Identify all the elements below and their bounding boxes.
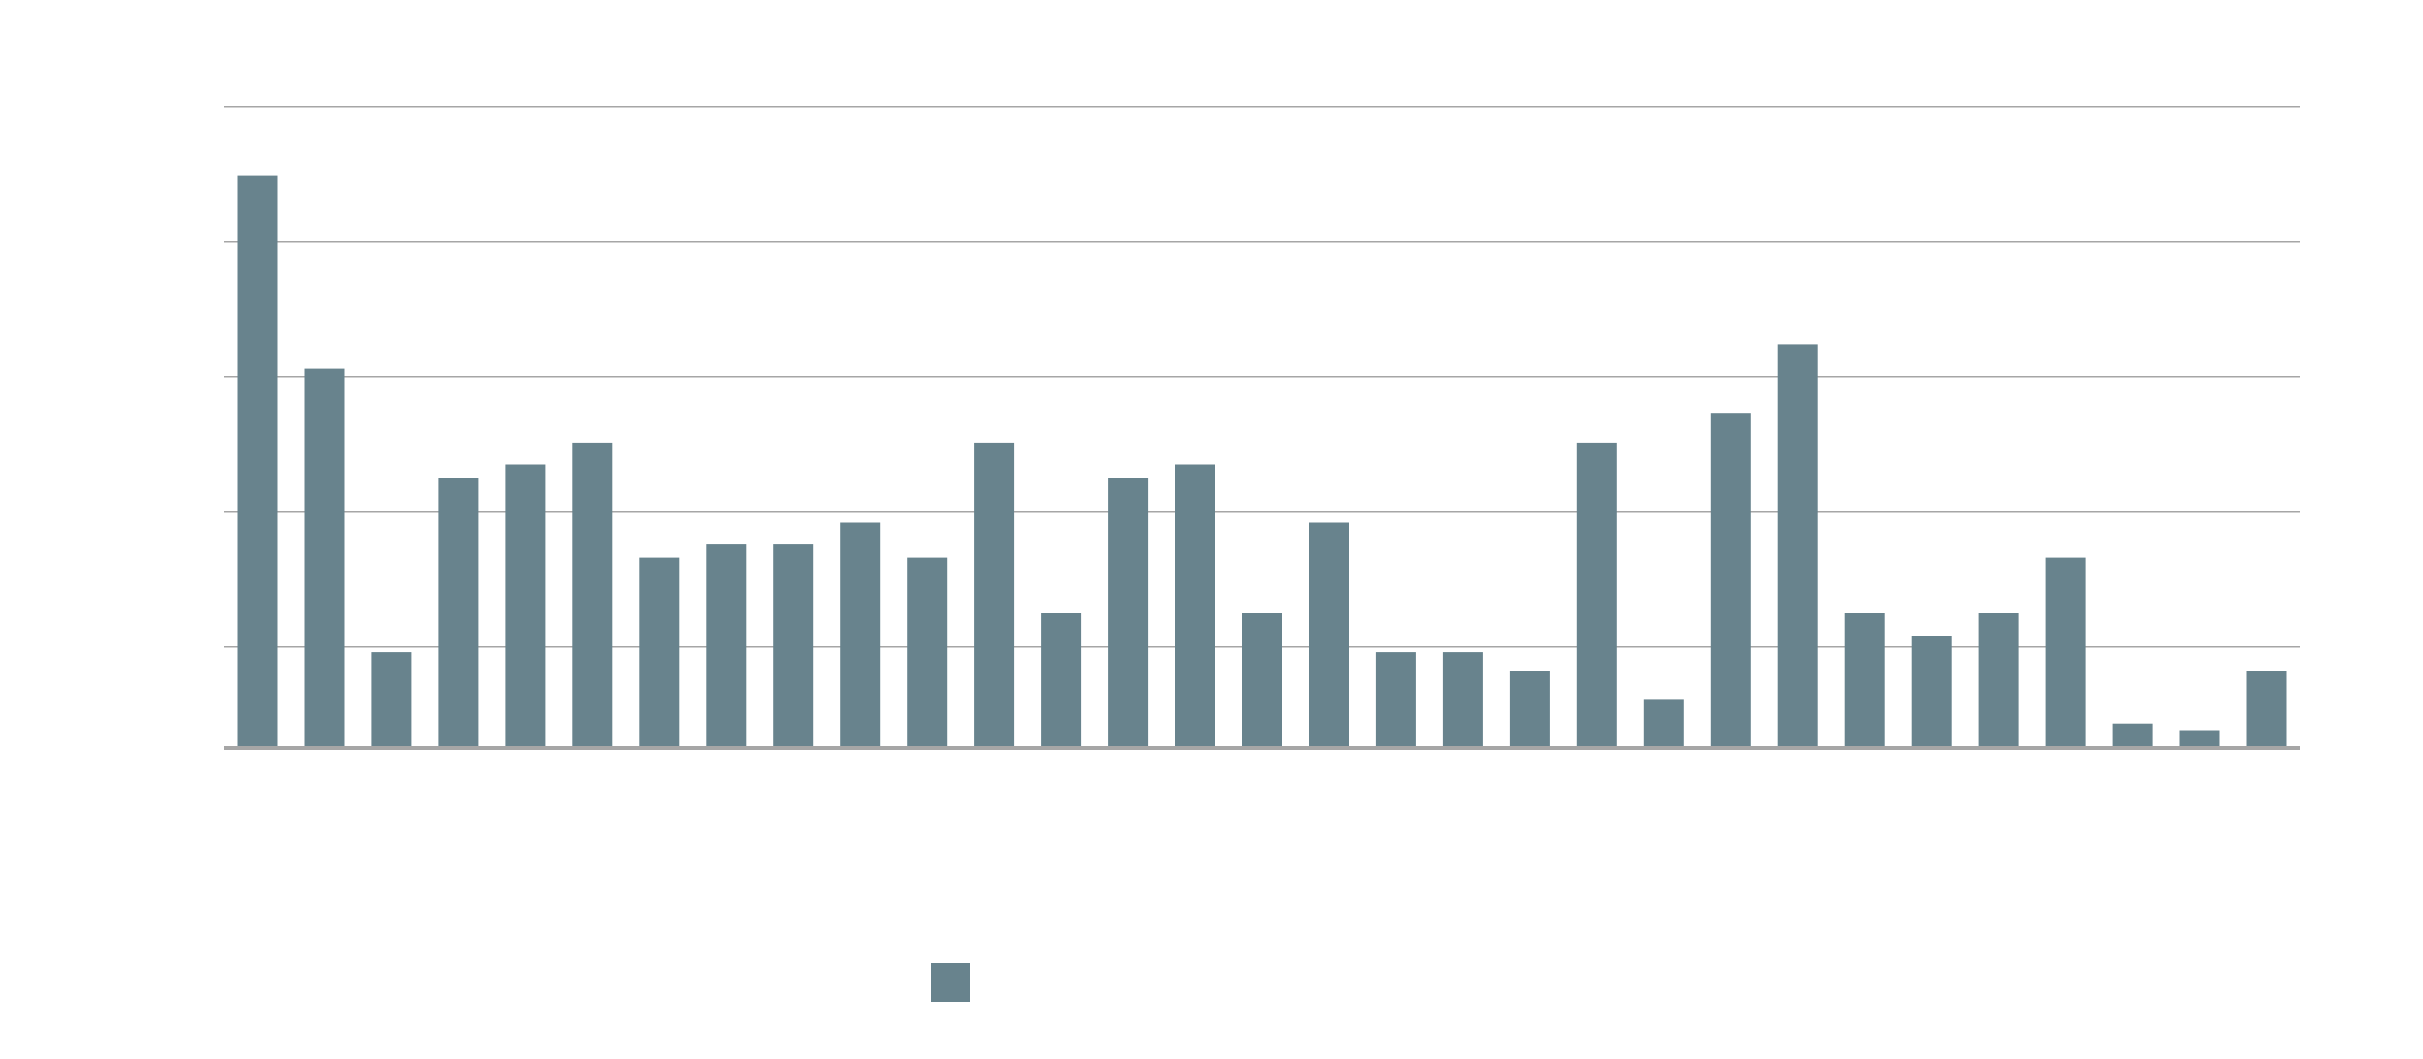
bar-14	[1108, 478, 1149, 748]
bar-1	[237, 175, 278, 749]
bar-11	[907, 557, 948, 748]
bar-16	[1242, 613, 1282, 748]
bar-5	[505, 464, 546, 748]
bar-10	[840, 522, 881, 748]
legend-swatch	[931, 963, 970, 1002]
bar-7	[639, 557, 680, 748]
bar-8	[706, 544, 747, 748]
bar-9	[773, 544, 814, 748]
bar-26	[1911, 636, 1952, 748]
bar-23	[1710, 413, 1751, 748]
bar-24	[1777, 344, 1818, 748]
bar-27	[1978, 613, 2019, 748]
gridlines	[224, 106, 2300, 648]
bar-17	[1309, 522, 1349, 748]
bar-15	[1175, 464, 1215, 748]
bar-30	[2179, 730, 2220, 748]
bar-6	[572, 442, 613, 748]
bar-21	[1576, 442, 1617, 748]
bar-2	[304, 368, 345, 748]
bar-19	[1442, 652, 1483, 748]
bar-20	[1509, 671, 1550, 748]
bar-3	[371, 652, 412, 748]
bar-4	[438, 478, 479, 748]
bar-18	[1375, 652, 1416, 748]
bar-25	[1844, 613, 1885, 748]
bar-29	[2112, 723, 2153, 748]
bar-22	[1643, 699, 1684, 748]
bar-13	[1041, 613, 1082, 748]
bar-31	[2246, 671, 2287, 748]
bar-28	[2045, 557, 2086, 748]
legend	[931, 963, 970, 1002]
bars	[237, 175, 2287, 749]
bar-12	[974, 442, 1015, 748]
